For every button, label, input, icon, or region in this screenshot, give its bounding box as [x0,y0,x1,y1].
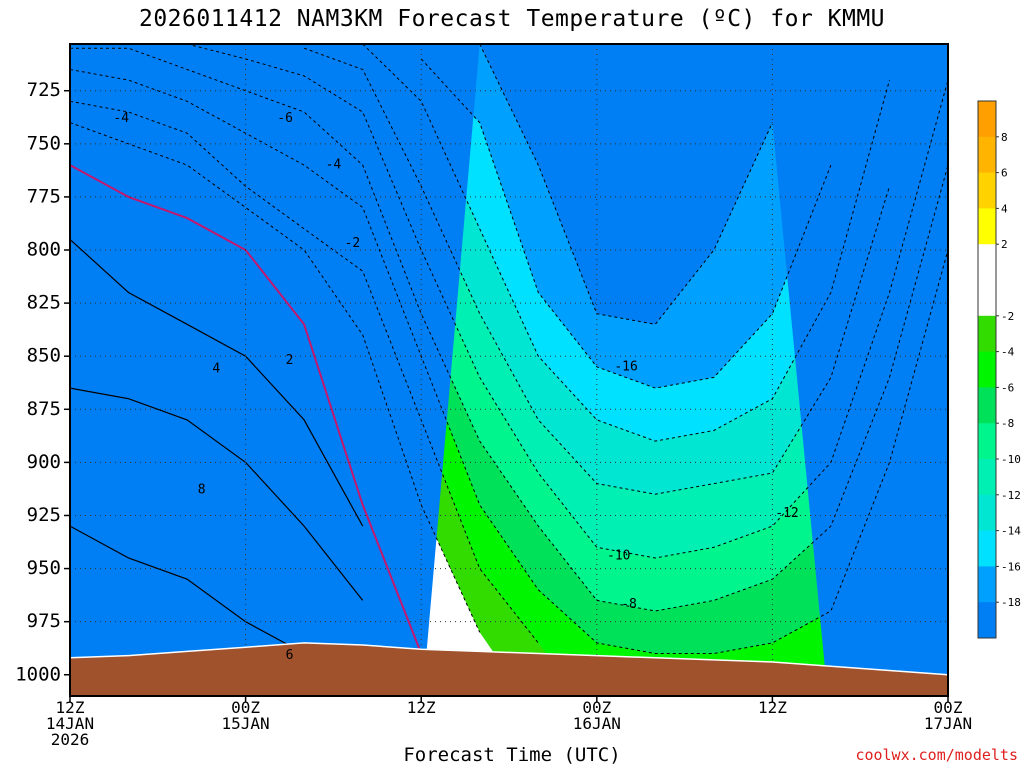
isotherm--4C [70,100,539,644]
colorbar-bin [978,280,996,317]
contour-label: -8 [621,597,637,612]
colorbar-label: -14 [1001,525,1021,538]
credit-link[interactable]: coolwx.com/modelts [855,746,1018,764]
band--20C [70,44,948,696]
colorbar-label: -18 [1001,596,1021,609]
y-tick-label: 875 [27,398,61,420]
y-tick-label: 950 [27,557,61,579]
colorbar-bin [978,602,996,639]
colorbar-label: -2 [1001,310,1014,323]
colorbar-frame [977,100,997,639]
plot-area: -4 -6 -4 -2 2 4 8 6 -16 -12 -10 -8 [70,44,948,696]
x-tick-label: 15JAN [222,714,270,733]
y-tick-label: 800 [27,239,61,261]
colorbar-bin [978,530,996,567]
isotherm-6C [70,525,305,655]
contour-label: 8 [198,482,206,497]
x-tick-label: 14JAN [46,714,94,733]
contour-label: -10 [607,548,630,563]
colorbar-label: -10 [1001,453,1021,466]
contour-label: 2 [286,353,294,368]
contour-label: -4 [326,158,342,173]
x-tick-label: 00Z [582,698,611,717]
colorbar-bin [978,101,996,138]
x-tick-label: 12Z [56,698,85,717]
contour-label: 4 [212,361,220,376]
y-tick-label: 925 [27,504,61,526]
colorbar-bin [978,244,996,281]
x-tick-label: 12Z [758,698,787,717]
isotherm--10C [186,44,948,559]
contour-label: -4 [113,111,129,126]
x-axis-label: Forecast Time (UTC) [403,744,621,766]
y-tick-label: 825 [27,292,61,314]
x-tick-label: 12Z [407,698,436,717]
y-tick-label: 850 [27,345,61,367]
colorbar-label: -6 [1001,381,1014,394]
colorbar-label: 4 [1001,202,1008,215]
terrain [70,642,948,696]
x-tick-label: 16JAN [573,714,621,733]
x-tick-label: 2026 [51,730,90,749]
colorbar-bin [978,387,996,424]
contour-label: 6 [286,648,294,663]
chart-title: 2026011412 NAM3KM Forecast Temperature (… [138,6,886,32]
isotherm--2C [70,122,481,633]
colorbar-label: -16 [1001,560,1021,573]
isotherm-4C [70,387,364,601]
colorbar-bin [978,566,996,603]
colorbar-bin [978,172,996,209]
contour-label: -6 [277,111,293,126]
y-tick-label: 1000 [15,663,61,685]
isotherm--6C [70,69,948,654]
x-tick-label: 00Z [934,698,963,717]
isotherm--16C [420,58,832,389]
isotherm--8C [70,47,948,612]
y-tick-label: 750 [27,132,61,154]
colorbar-bin [978,351,996,388]
colorbar-bin [978,208,996,245]
colorbar-bin [978,136,996,174]
isotherm-2C [70,238,364,527]
colorbar-label: 8 [1001,131,1008,144]
x-tick-label: 00Z [231,698,260,717]
isotherm--14C [362,44,890,442]
colorbar-label: -8 [1001,417,1014,430]
contour-label: -16 [614,359,637,374]
y-tick-label: 900 [27,451,61,473]
contour-label: -2 [345,236,361,251]
colorbar-bin [978,494,996,532]
contour-label: -12 [775,506,798,521]
plot-frame [69,43,949,697]
x-tick-label: 17JAN [924,714,972,733]
y-tick-label: 775 [27,185,61,207]
y-tick-label: 725 [27,79,61,101]
colorbar-label: -12 [1001,489,1021,502]
colorbar-label: 6 [1001,167,1008,180]
y-tick-label: 975 [27,610,61,632]
isotherm--12C [303,47,890,495]
colorbar-bin [978,459,996,496]
colorbar-label: -4 [1001,346,1015,359]
colorbar-label: 2 [1001,238,1008,251]
colorbar-bin [978,423,996,460]
colorbar-bin [978,315,996,353]
